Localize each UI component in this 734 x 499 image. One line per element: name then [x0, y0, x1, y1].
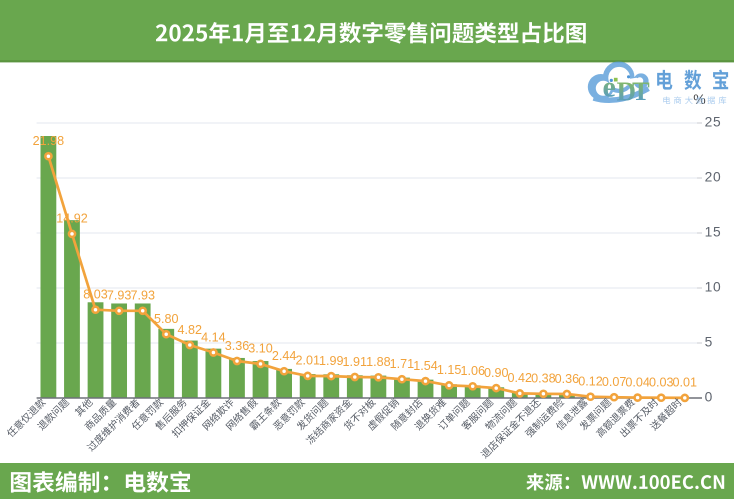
- svg-text:0.07: 0.07: [602, 375, 627, 389]
- svg-text:25: 25: [705, 114, 722, 129]
- svg-text:0.36: 0.36: [555, 372, 580, 386]
- svg-text:5.80: 5.80: [154, 312, 179, 326]
- svg-text:4.82: 4.82: [178, 323, 203, 337]
- svg-text:1.71: 1.71: [390, 357, 415, 371]
- svg-text:0.90: 0.90: [484, 366, 509, 380]
- svg-text:1.15: 1.15: [437, 363, 462, 377]
- svg-text:2.01: 2.01: [295, 354, 320, 368]
- svg-text:0.01: 0.01: [673, 376, 698, 390]
- svg-text:21.98: 21.98: [33, 134, 65, 148]
- svg-text:e: e: [603, 71, 616, 104]
- svg-text:D: D: [617, 77, 637, 107]
- svg-text:T: T: [632, 76, 650, 106]
- svg-text:1.54: 1.54: [413, 359, 438, 373]
- svg-text:14.92: 14.92: [56, 212, 88, 226]
- svg-text:20: 20: [705, 169, 722, 184]
- svg-text:0.03: 0.03: [649, 376, 674, 390]
- svg-text:7.93: 7.93: [130, 289, 155, 303]
- svg-text:8.03: 8.03: [83, 288, 108, 302]
- svg-text:10: 10: [705, 279, 722, 294]
- svg-text:2.44: 2.44: [272, 349, 297, 363]
- svg-text:15: 15: [705, 224, 722, 239]
- svg-text:0.12: 0.12: [578, 375, 603, 389]
- svg-text:1.88: 1.88: [366, 355, 391, 369]
- svg-text:0.04: 0.04: [625, 375, 650, 389]
- svg-text:5: 5: [705, 334, 713, 349]
- svg-text:3.36: 3.36: [225, 339, 250, 353]
- svg-text:0.42: 0.42: [508, 371, 533, 385]
- svg-text:1.91: 1.91: [343, 355, 368, 369]
- svg-text:1.99: 1.99: [319, 354, 344, 368]
- svg-text:3.10: 3.10: [248, 342, 273, 356]
- svg-text:0: 0: [705, 389, 713, 404]
- svg-text:7.93: 7.93: [107, 289, 132, 303]
- svg-text:0.38: 0.38: [531, 372, 556, 386]
- svg-text:4.14: 4.14: [201, 330, 226, 344]
- svg-text:1.06: 1.06: [460, 364, 485, 378]
